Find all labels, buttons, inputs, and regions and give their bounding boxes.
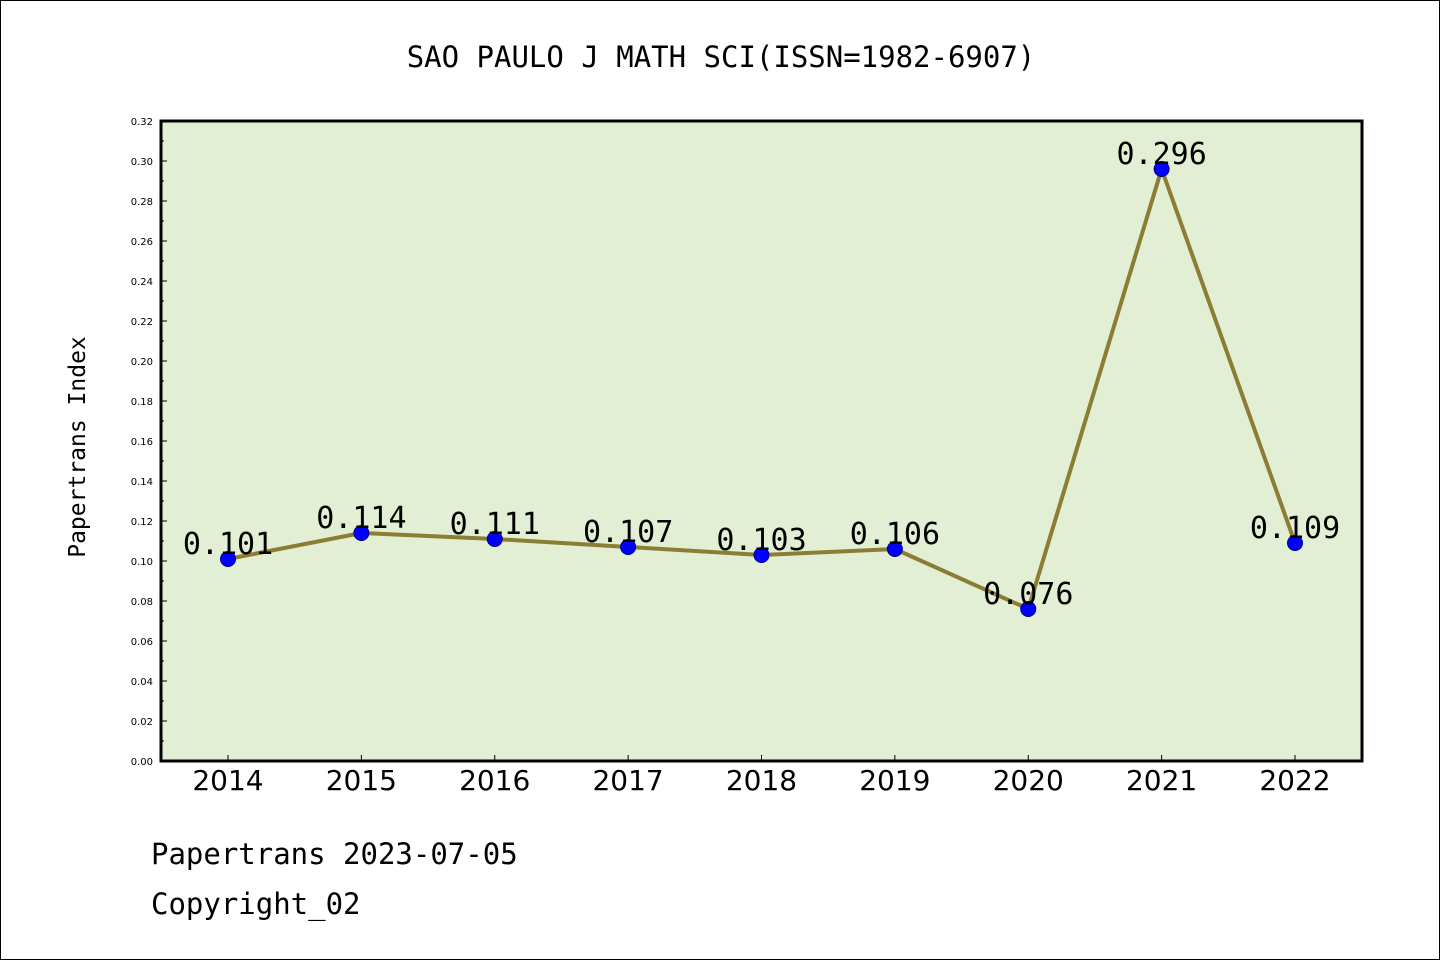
y-tick-label: 0.20 (131, 357, 153, 368)
data-point-marker (753, 547, 770, 563)
data-label: 0.101 (183, 527, 273, 562)
y-tick-label: 0.06 (131, 637, 153, 648)
x-tick-label: 2017 (592, 764, 663, 797)
y-tick-label: 0.00 (131, 757, 153, 768)
x-tick-label: 2018 (726, 764, 797, 797)
data-label: 0.107 (583, 515, 673, 550)
y-tick-label: 0.16 (131, 437, 153, 448)
x-tick-label: 2019 (859, 764, 930, 797)
y-tick-label: 0.08 (131, 597, 153, 608)
chart-title: SAO PAULO J MATH SCI(ISSN=1982-6907) (407, 40, 1036, 74)
data-point-marker (886, 541, 903, 557)
y-tick-label: 0.12 (131, 517, 153, 528)
data-label: 0.114 (316, 501, 406, 536)
x-tick-label: 2021 (1126, 764, 1197, 797)
data-label: 0.103 (716, 523, 806, 558)
x-tick-label: 2020 (993, 764, 1064, 797)
x-tick-label: 2022 (1259, 764, 1330, 797)
y-tick-label: 0.04 (131, 677, 153, 688)
data-label: 0.076 (983, 577, 1073, 612)
data-point-marker (620, 539, 637, 555)
data-labels-group: 0.101 0.114 0.111 0.107 0.103 0.106 0.076 0.296… (183, 137, 1340, 612)
plot-area (159, 119, 1364, 763)
data-label: 0.106 (850, 517, 940, 552)
y-tick-label: 0.26 (131, 237, 153, 248)
footer-copyright-text: Copyright_02 (151, 887, 361, 921)
data-point-marker (486, 531, 503, 547)
x-tick-label: 2016 (459, 764, 530, 797)
data-point-marker (220, 551, 236, 567)
x-tick-label: 2014 (192, 764, 263, 797)
y-tick-label: 0.02 (131, 717, 153, 728)
y-tick-label: 0.10 (131, 557, 153, 568)
data-label: 0.109 (1250, 511, 1340, 546)
x-axis: 2014 2015 2016 2017 2018 2019 2020 2021 2022 (192, 755, 1331, 797)
y-axis: 0.00 0.02 0.04 0.06 0.08 0.10 0.12 0.14 0.16 0.18… (131, 117, 167, 768)
y-tick-label: 0.18 (131, 397, 153, 408)
data-point-marker (1287, 535, 1303, 551)
data-point-marker (1020, 601, 1037, 617)
data-label: 0.296 (1116, 137, 1206, 172)
y-axis-label: Papertrans Index (65, 336, 91, 558)
footer-date-text: Papertrans 2023-07-05 (151, 837, 518, 871)
y-tick-label: 0.30 (131, 157, 153, 168)
data-point-marker (353, 525, 370, 541)
y-tick-label: 0.28 (131, 197, 153, 208)
y-tick-label: 0.22 (131, 317, 153, 328)
x-tick-label: 2015 (326, 764, 397, 797)
y-tick-label: 0.24 (131, 277, 153, 288)
y-tick-label: 0.32 (131, 117, 153, 128)
y-tick-label: 0.14 (131, 477, 153, 488)
data-point-marker (1153, 161, 1170, 177)
series-group (220, 161, 1303, 617)
data-label: 0.111 (450, 507, 540, 542)
